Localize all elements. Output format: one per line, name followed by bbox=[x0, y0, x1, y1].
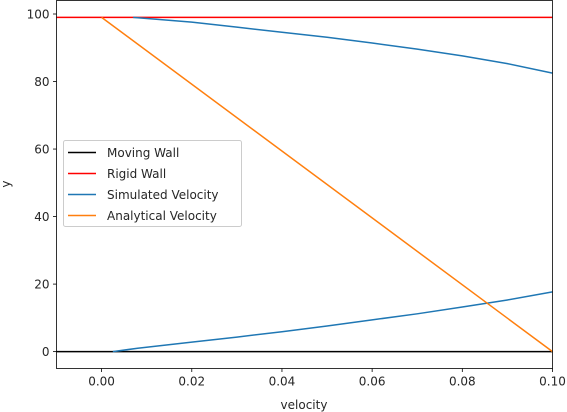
plot-lines bbox=[56, 16, 553, 353]
y-tick-label: 60 bbox=[34, 142, 49, 156]
x-tick-label: 0.00 bbox=[88, 375, 115, 389]
legend: Moving Wall Rigid Wall Simulated Velocity A… bbox=[63, 140, 242, 227]
legend-label-simulated-velocity: Simulated Velocity bbox=[107, 188, 219, 202]
x-tick-label: 0.04 bbox=[269, 375, 296, 389]
legend-label-rigid-wall: Rigid Wall bbox=[107, 167, 166, 181]
x-tick-label: 0.08 bbox=[449, 375, 476, 389]
axes-frame bbox=[56, 0, 553, 369]
legend-entries: Moving Wall Rigid Wall Simulated Velocity A… bbox=[68, 146, 219, 223]
y-axis-label: y bbox=[0, 180, 13, 187]
legend-label-analytical-velocity: Analytical Velocity bbox=[107, 209, 217, 223]
legend-label-moving-wall: Moving Wall bbox=[107, 146, 179, 160]
series-line-simulated-velocity-2 bbox=[133, 16, 553, 74]
x-tick-label: 0.06 bbox=[359, 375, 386, 389]
y-tick-label: 80 bbox=[34, 75, 49, 89]
y-axis-ticks: 0 20 40 60 80 100 bbox=[27, 7, 57, 359]
series-line-simulated-velocity-1 bbox=[112, 291, 553, 353]
y-tick-label: 20 bbox=[34, 277, 49, 291]
x-tick-label: 0.02 bbox=[178, 375, 205, 389]
x-axis-label: velocity bbox=[281, 398, 328, 412]
y-tick-label: 100 bbox=[27, 7, 50, 21]
y-tick-label: 40 bbox=[34, 210, 49, 224]
x-axis-ticks: 0.00 0.02 0.04 0.06 0.08 0.10 bbox=[88, 368, 566, 389]
series-line-analytical-velocity bbox=[101, 16, 553, 353]
y-tick-label: 0 bbox=[42, 345, 50, 359]
legend-box bbox=[63, 140, 242, 227]
x-tick-label: 0.10 bbox=[539, 375, 566, 389]
